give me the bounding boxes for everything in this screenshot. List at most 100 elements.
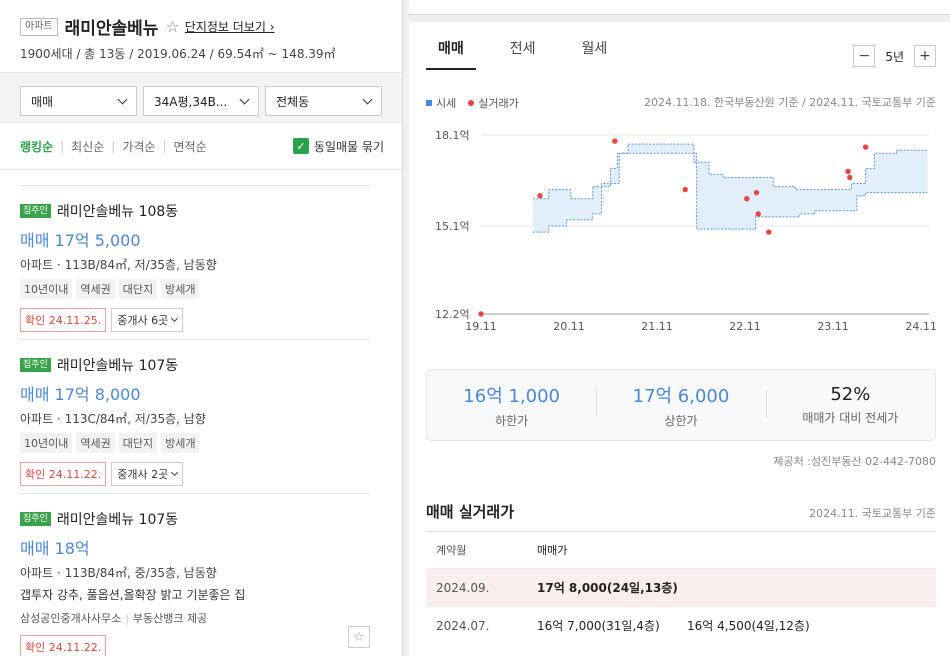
confirm-date-badge: 확인 24.11.22. <box>20 635 107 656</box>
sort-ranking[interactable]: 랭킹순 <box>20 139 54 154</box>
actual-trade-point <box>847 174 853 181</box>
feature-tag: 방세개 <box>161 279 200 299</box>
chevron-down-icon <box>117 94 128 104</box>
data-provider: 제공처 :성진부동산 02-442-7080 <box>773 455 936 468</box>
sort-price[interactable]: 가격순 <box>122 139 156 154</box>
property-type-tag: 아파트 <box>20 17 58 36</box>
table-header: 계약월 매매가 <box>436 544 568 557</box>
plus-icon[interactable]: + <box>914 45 936 67</box>
top-strip <box>409 0 950 15</box>
complex-summary: 1900세대 / 총 13동 / 2019.06.24 / 69.54㎡ ~ 1… <box>20 47 336 61</box>
actual-trade-point <box>753 189 760 196</box>
filter-bar: 매매 34A평,34B... 전체동 <box>0 73 402 123</box>
area-select[interactable]: 34A평,34B... <box>143 86 259 116</box>
period-value: 5년 <box>885 49 904 64</box>
feature-tag: 대단지 <box>118 279 158 299</box>
feature-tag: 10년이내 <box>20 433 73 453</box>
legend-actual-label: 실거래가 <box>478 97 519 110</box>
building-select[interactable]: 전체동 <box>265 86 382 116</box>
listing-title: 래미안솔베뉴 108동 <box>56 204 179 220</box>
x-tick-label: 24.11 <box>905 320 937 333</box>
summary-high: 17억 6,000 상한가 <box>596 382 765 429</box>
confirm-date-badge: 확인 24.11.25. <box>20 308 107 332</box>
listing-card[interactable]: 집주인 래미안솔베뉴 107동 매매 17억 8,000 아파트 · 113C/8… <box>20 355 370 486</box>
listing-price: 매매 18억 <box>20 539 90 558</box>
sort-area[interactable]: 면적순 <box>173 139 207 154</box>
divider <box>20 185 370 186</box>
chart-legend: 시세 실거래가 <box>426 95 519 111</box>
feature-tag: 방세개 <box>161 433 200 453</box>
divider <box>20 339 370 340</box>
actual-trade-point <box>537 192 543 199</box>
brokers-dropdown[interactable]: 중개사 2곳 <box>111 462 184 486</box>
summary-ratio: 52% 매매가 대비 전세가 <box>765 384 935 426</box>
actual-trade-point <box>478 311 484 317</box>
tab-jeonse[interactable]: 전세 <box>509 41 536 57</box>
tab-monthly[interactable]: 월세 <box>581 41 608 57</box>
owner-badge: 집주인 <box>20 512 51 526</box>
complex-name: 래미안솔베뉴 <box>64 19 159 39</box>
actual-trade-point <box>612 138 618 144</box>
listing-spec: 아파트 · 113C/84㎡, 저/35층, 남향 <box>20 412 206 426</box>
x-tick-label: 22.11 <box>729 320 761 333</box>
chart-source-note: 2024.11.18. 한국부동산원 기준 / 2024.11. 국토교통부 기… <box>644 96 936 109</box>
x-tick-label: 21.11 <box>641 320 673 333</box>
deals-title: 매매 실거래가 <box>426 503 515 521</box>
star-icon[interactable]: ☆ <box>348 626 370 648</box>
deals-table: 계약월 매매가 2024.09. 17억 8,000(24일,13층) 2024… <box>426 531 936 644</box>
actual-trade-point <box>862 144 869 150</box>
chevron-down-icon <box>239 94 250 104</box>
listing-title: 래미안솔베뉴 107동 <box>56 358 179 374</box>
complex-header: 아파트 래미안솔베뉴 ☆ 단지정보 더보기 › 1900세대 / 총 13동 /… <box>0 0 402 73</box>
confirm-date-badge: 확인 24.11.22. <box>20 462 107 486</box>
table-row[interactable]: 2024.09. 17억 8,000(24일,13층) <box>426 568 936 606</box>
trade-tabs: 매매 전세 월세 <box>426 38 619 70</box>
table-row[interactable]: 2024.07. 16억 7,000(31일,4층) 16억 4,500(4일,… <box>426 606 936 644</box>
legend-actual-marker <box>468 100 475 106</box>
minus-icon[interactable]: − <box>853 45 876 67</box>
listing-price: 매매 17억 5,000 <box>20 231 141 250</box>
feature-tag: 역세권 <box>76 433 115 453</box>
tab-sale[interactable]: 매매 <box>426 38 476 70</box>
group-same-listings-toggle[interactable]: ✓ 동일매물 묶기 <box>292 138 384 155</box>
price-panel: 매매 전세 월세 − 5년 + 시세 실거래가 2024.11.18. 한국부동… <box>409 0 950 656</box>
divider: | <box>60 139 65 153</box>
actual-trade-point <box>766 229 772 235</box>
chevron-down-icon <box>171 314 179 323</box>
listing-price: 매매 17억 8,000 <box>20 385 141 404</box>
y-tick-label: 15.1억 <box>435 220 470 233</box>
divider: | <box>162 139 167 153</box>
feature-tag: 10년이내 <box>20 279 73 299</box>
agent-info: 삼성공인중개사사무소 | 부동산뱅크 제공 <box>20 612 208 625</box>
panel-gap <box>409 15 950 22</box>
checkbox-checked-icon[interactable]: ✓ <box>292 138 309 154</box>
actual-trade-point <box>755 211 761 217</box>
market-price-lower-line <box>532 152 928 233</box>
price-summary: 16억 1,000 하한가 17억 6,000 상한가 52% 매매가 대비 전… <box>426 369 936 441</box>
market-price-upper-line <box>532 143 928 200</box>
listing-card[interactable]: 집주인 래미안솔베뉴 107동 매매 18억 아파트 · 113B/84㎡, 중/… <box>20 509 370 656</box>
complex-info-link[interactable]: 단지정보 더보기 › <box>184 20 275 34</box>
listing-spec: 아파트 · 113B/84㎡, 중/35층, 남동향 <box>20 566 217 580</box>
chevron-down-icon <box>362 94 373 104</box>
brokers-dropdown[interactable]: 중개사 6곳 <box>111 308 184 332</box>
feature-tag: 역세권 <box>76 279 115 299</box>
actual-trade-point <box>744 196 750 202</box>
feature-tag: 대단지 <box>118 433 158 453</box>
listing-card[interactable]: 집주인 래미안솔베뉴 108동 매매 17억 5,000 아파트 · 113B/8… <box>20 201 370 332</box>
trade-type-select[interactable]: 매매 <box>20 86 137 116</box>
market-price-band <box>532 144 928 233</box>
actual-trade-point <box>845 168 851 175</box>
legend-market-marker <box>426 100 432 106</box>
sort-bar: 랭킹순 | 최신순 | 가격순 | 면적순 ✓ 동일매물 묶기 <box>0 123 402 170</box>
legend-market-label: 시세 <box>436 97 457 110</box>
listing-description: 갭투자 강추, 풀옵션,올확장 밝고 기분좋은 집 <box>20 588 246 602</box>
y-tick-label: 18.1억 <box>435 129 470 142</box>
owner-badge: 집주인 <box>20 358 51 372</box>
period-stepper: − 5년 + <box>853 45 936 67</box>
sort-latest[interactable]: 최신순 <box>71 139 105 154</box>
star-icon[interactable]: ☆ <box>165 17 180 36</box>
listing-tags: 10년이내 역세권 대단지 방세개 <box>20 279 370 299</box>
listing-title: 래미안솔베뉴 107동 <box>56 512 179 528</box>
